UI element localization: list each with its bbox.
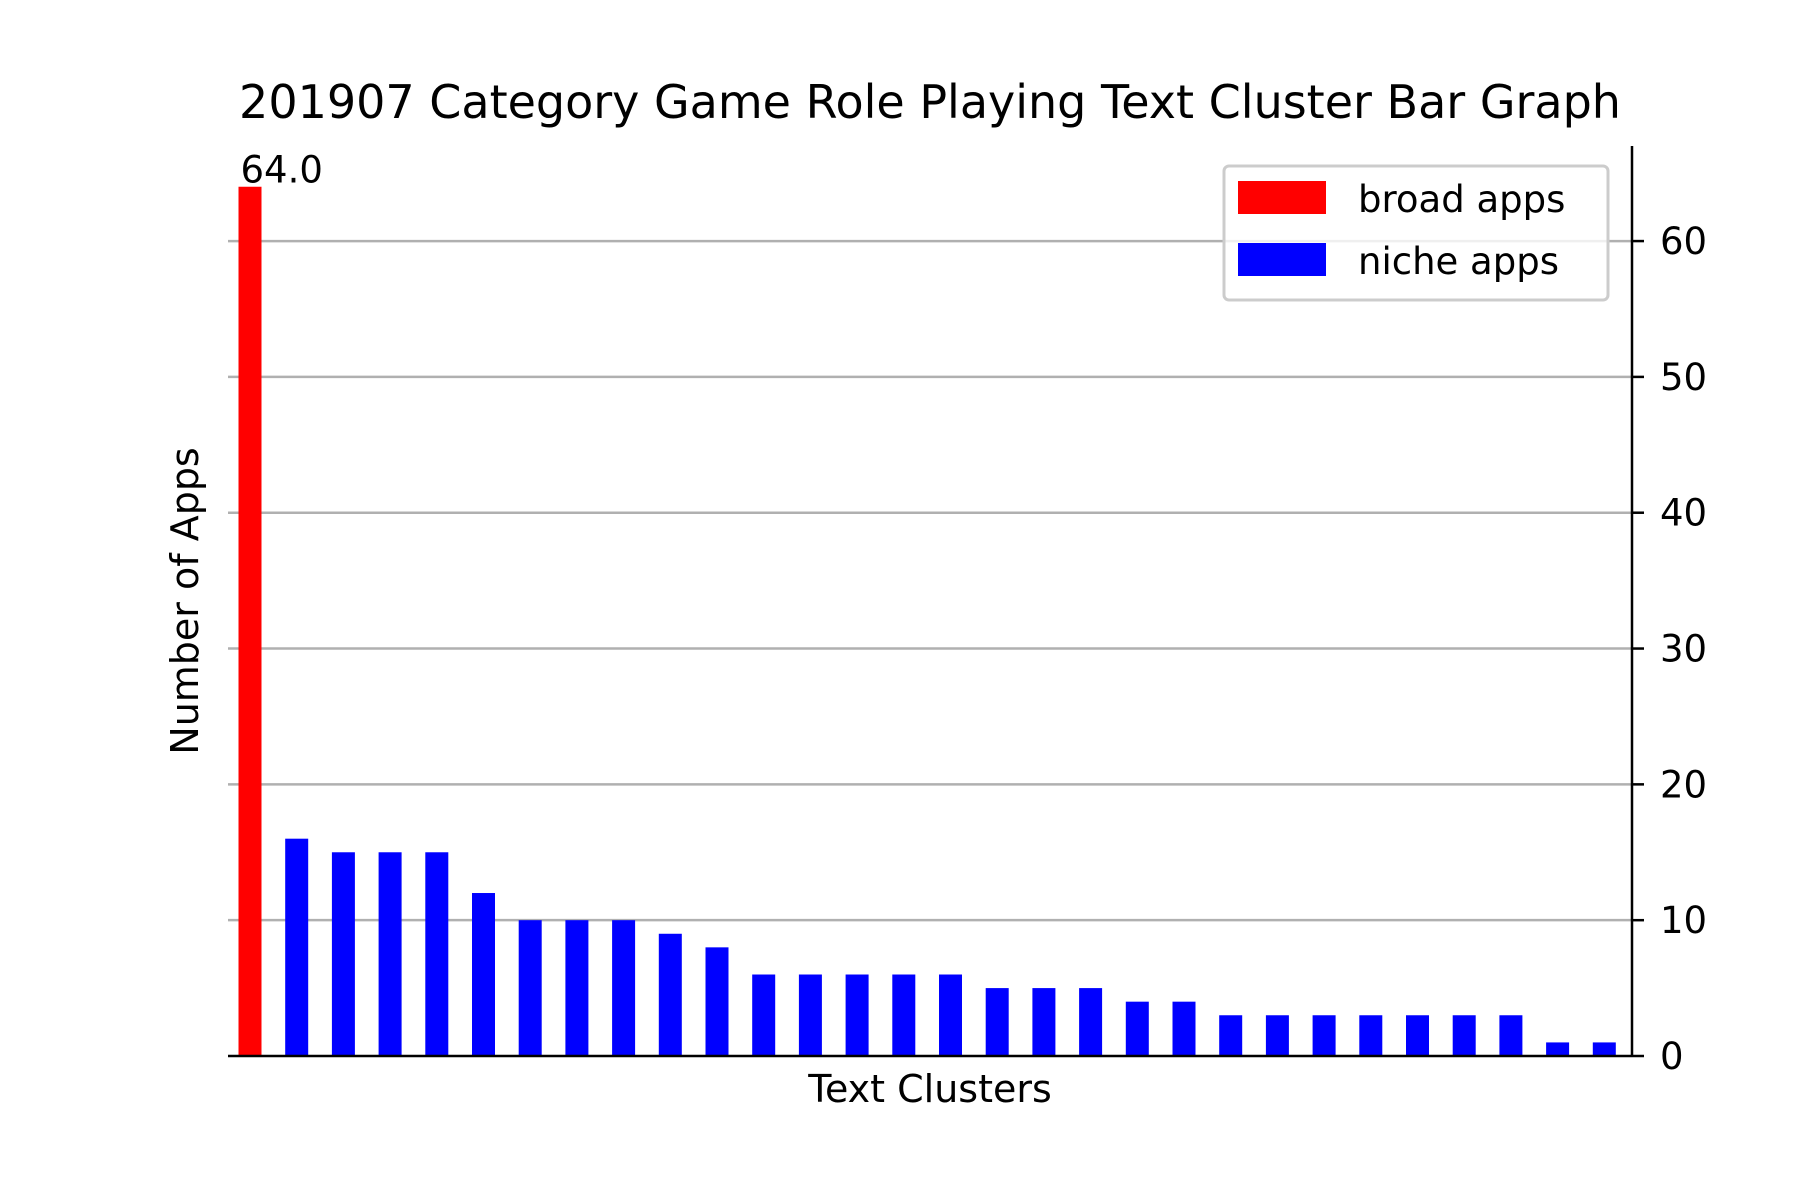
y-tick-label: 40 <box>1660 492 1707 535</box>
y-ticks: 0 10 20 30 40 50 60 <box>1632 220 1707 1078</box>
bar-niche-apps-23 <box>1312 1015 1336 1056</box>
grid-lines <box>228 239 1632 922</box>
bar-niche-apps-6 <box>518 920 542 1056</box>
bar-niche-apps-17 <box>1032 988 1056 1056</box>
y-tick-label: 60 <box>1660 220 1707 263</box>
bar-niche-apps-9 <box>658 933 682 1056</box>
bar-niche-apps-16 <box>985 988 1009 1056</box>
bar-niche-apps-20 <box>1172 1001 1196 1056</box>
data-labels: 64.0 <box>241 149 323 192</box>
bar-niche-apps-22 <box>1265 1015 1289 1056</box>
bar-niche-apps-10 <box>705 947 729 1056</box>
axes <box>228 146 1634 1058</box>
bar-niche-apps-13 <box>845 974 869 1056</box>
bar-niche-apps-24 <box>1359 1015 1383 1056</box>
bar-niche-apps-14 <box>892 974 916 1056</box>
legend-swatch-niche-apps <box>1238 243 1326 276</box>
y-tick-label: 0 <box>1660 1035 1684 1078</box>
x-axis-label: Text Clusters <box>807 1067 1052 1111</box>
y-tick-label: 30 <box>1660 628 1707 671</box>
bar-niche-apps-4 <box>425 852 449 1056</box>
y-axis-label: Number of Apps <box>163 447 207 754</box>
y-tick-label: 50 <box>1660 356 1707 399</box>
bar-niche-apps-1 <box>285 838 309 1056</box>
bar-niche-apps-18 <box>1079 988 1103 1056</box>
y-tick-label: 20 <box>1660 763 1707 806</box>
y-tick-label: 10 <box>1660 899 1707 942</box>
legend-swatch-broad-apps <box>1238 181 1326 214</box>
bar-niche-apps-5 <box>472 893 495 1056</box>
bar-niche-apps-25 <box>1406 1015 1429 1056</box>
data-label-64.0: 64.0 <box>241 149 323 192</box>
legend-label-broad-apps: broad apps <box>1358 178 1565 221</box>
bar-niche-apps-11 <box>752 974 776 1056</box>
bar-broad-apps-1 <box>238 186 262 1056</box>
legend: broad apps niche apps <box>1222 164 1610 302</box>
bar-niche-apps-26 <box>1452 1015 1476 1056</box>
chart-title: 201907 Category Game Role Playing Text C… <box>239 75 1621 129</box>
bar-niche-apps-15 <box>939 974 962 1056</box>
bar-niche-apps-2 <box>331 852 355 1056</box>
bar-niche-apps-7 <box>565 920 589 1056</box>
bar-niche-apps-29 <box>1592 1042 1616 1056</box>
bar-niche-apps-27 <box>1499 1015 1523 1056</box>
bars <box>238 186 1616 1056</box>
legend-label-niche-apps: niche apps <box>1358 240 1559 283</box>
bar-niche-apps-3 <box>378 852 402 1056</box>
bar-niche-apps-28 <box>1546 1042 1570 1056</box>
bar-niche-apps-12 <box>798 974 822 1056</box>
bar-niche-apps-19 <box>1125 1001 1149 1056</box>
bar-niche-apps-21 <box>1219 1015 1243 1056</box>
bar-niche-apps-8 <box>612 920 636 1056</box>
